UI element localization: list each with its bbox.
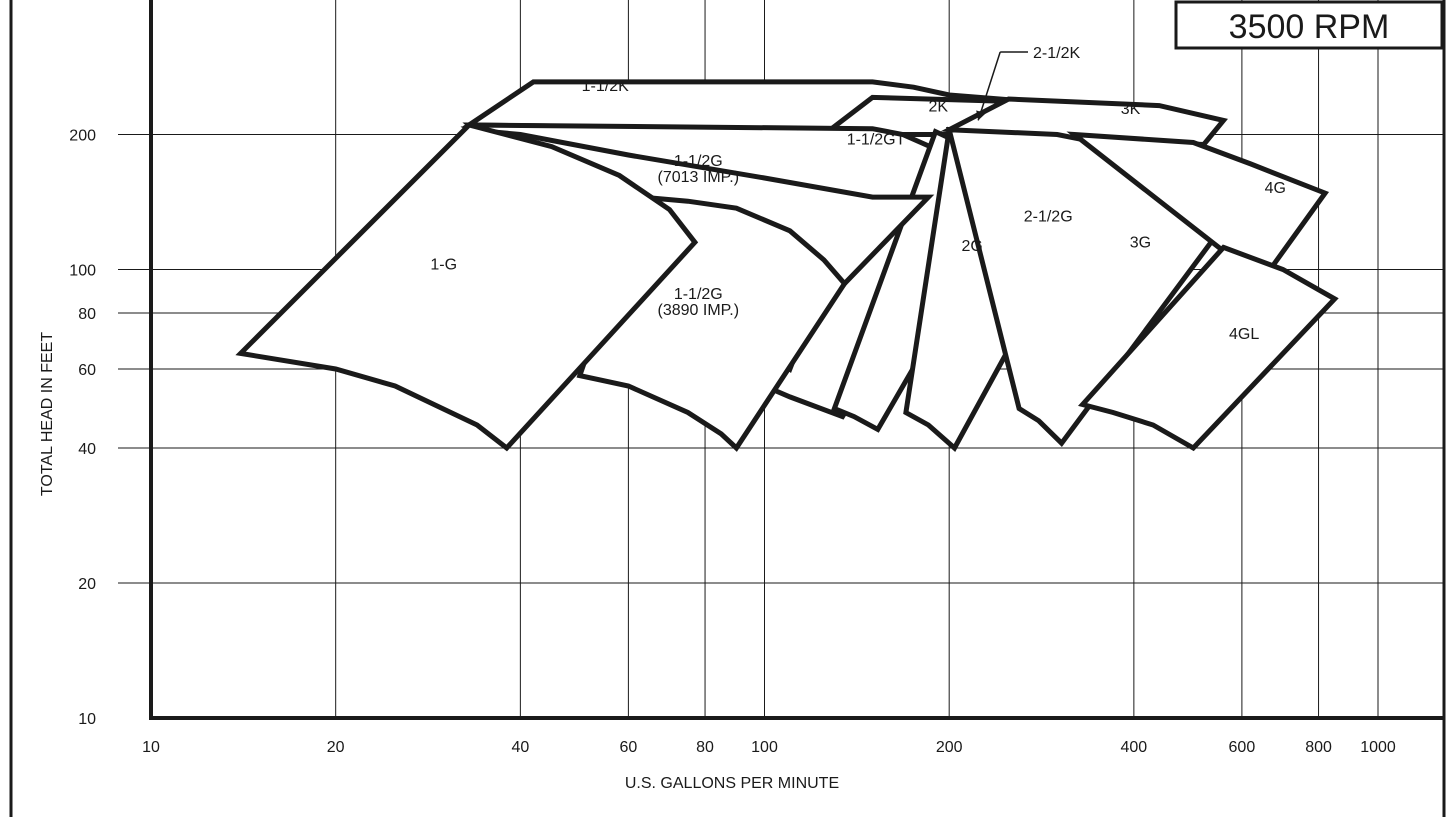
y-tick-100: 100 <box>69 263 96 280</box>
x-tick-20: 20 <box>327 739 345 756</box>
y-tick-40: 40 <box>78 441 96 458</box>
region-label-2g: 2G <box>961 238 982 255</box>
x-axis-title: U.S. GALLONS PER MINUTE <box>625 775 839 792</box>
region-label-1-1-2g-3890-imp: 1-1/2G (3890 IMP.) <box>658 286 740 319</box>
x-tick-400: 400 <box>1121 739 1148 756</box>
pump-regions <box>235 79 1339 452</box>
y-tick-60: 60 <box>78 362 96 379</box>
x-tick-1000: 1000 <box>1360 739 1396 756</box>
chart-title: 3500 RPM <box>1229 8 1390 46</box>
region-4gl <box>1078 244 1339 452</box>
annotation-arrow-shaft <box>977 51 1001 121</box>
y-tick-80: 80 <box>78 306 96 323</box>
region-label-1-1-2k: 1-1/2K <box>582 78 629 95</box>
annotation-2-1-2k: 2-1/2K <box>976 45 1080 121</box>
y-tick-10: 10 <box>78 711 96 728</box>
x-tick-40: 40 <box>511 739 529 756</box>
region-label-4g: 4G <box>1265 180 1286 197</box>
region-label-3k: 3K <box>1121 101 1141 118</box>
x-tick-200: 200 <box>936 739 963 756</box>
y-axis-title: TOTAL HEAD IN FEET <box>39 332 56 496</box>
annotation-text: 2-1/2K <box>1033 45 1080 62</box>
x-tick-100: 100 <box>751 739 778 756</box>
y-tick-200: 200 <box>69 128 96 145</box>
x-tick-80: 80 <box>696 739 714 756</box>
x-tick-10: 10 <box>142 739 160 756</box>
region-label-1-1-2gt: 1-1/2GT <box>847 131 906 148</box>
region-label-4gl: 4GL <box>1229 326 1259 343</box>
region-labels: 1-1/2K 2K 3K 1-1/2GT 2G 2-1/2G 3G 4G 1-1/2G (7013… <box>430 78 1286 343</box>
tick-labels: 10 20 40 60 80 100 200 400 600 800 1000 10 20 40 60 80 1… <box>69 128 1396 757</box>
region-1-g <box>235 122 699 452</box>
annotation-arrow-head <box>976 110 986 121</box>
y-tick-20: 20 <box>78 576 96 593</box>
x-tick-60: 60 <box>619 739 637 756</box>
region-label-1-1-2g-7013-imp: 1-1/2G (7013 IMP.) <box>658 153 740 186</box>
region-label-3g: 3G <box>1130 234 1151 251</box>
region-label-1-g: 1-G <box>430 257 457 274</box>
x-tick-600: 600 <box>1229 739 1256 756</box>
x-tick-800: 800 <box>1305 739 1332 756</box>
region-label-2k: 2K <box>929 99 949 116</box>
region-label-2-1-2g: 2-1/2G <box>1024 208 1073 225</box>
rpm-title-box: 3500 RPM <box>1174 0 1444 50</box>
